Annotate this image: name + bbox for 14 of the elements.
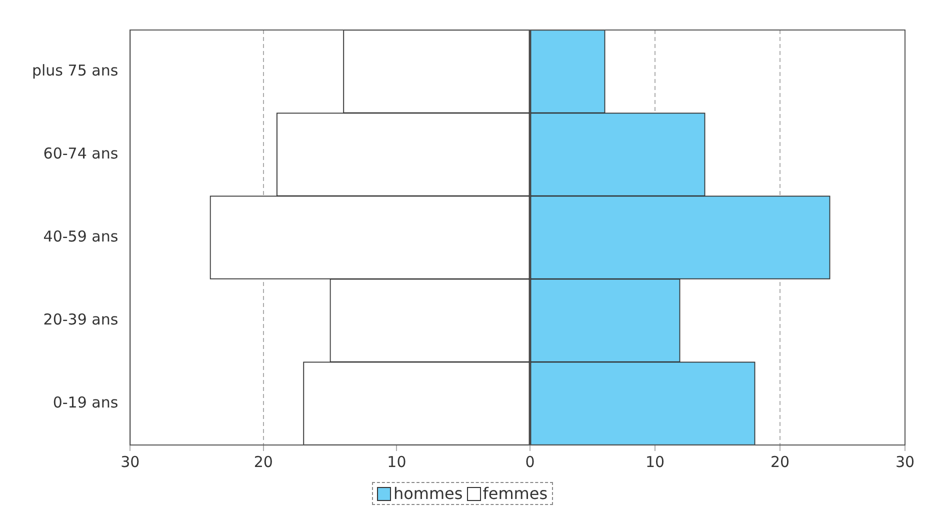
y-tick-label: 20-39 ans [43,310,118,328]
legend-label: hommes [393,484,463,503]
y-tick-label: 60-74 ans [43,144,118,162]
text: femmes [482,484,548,503]
y-tick-label: 0-19 ans [52,393,118,412]
x-tick-label: 30 [895,452,915,471]
x-tick-label: 10 [387,452,406,471]
x-tick-label: 10 [645,452,665,471]
x-tick-label: 20 [770,452,790,471]
x-tick-label: 30 [120,452,140,471]
x-tick-label: 0 [525,452,535,471]
y-tick-label: plus 75 ans [32,61,118,80]
x-tick-label: 20 [254,452,273,471]
y-tick-label: 40-59 ans [43,227,118,246]
